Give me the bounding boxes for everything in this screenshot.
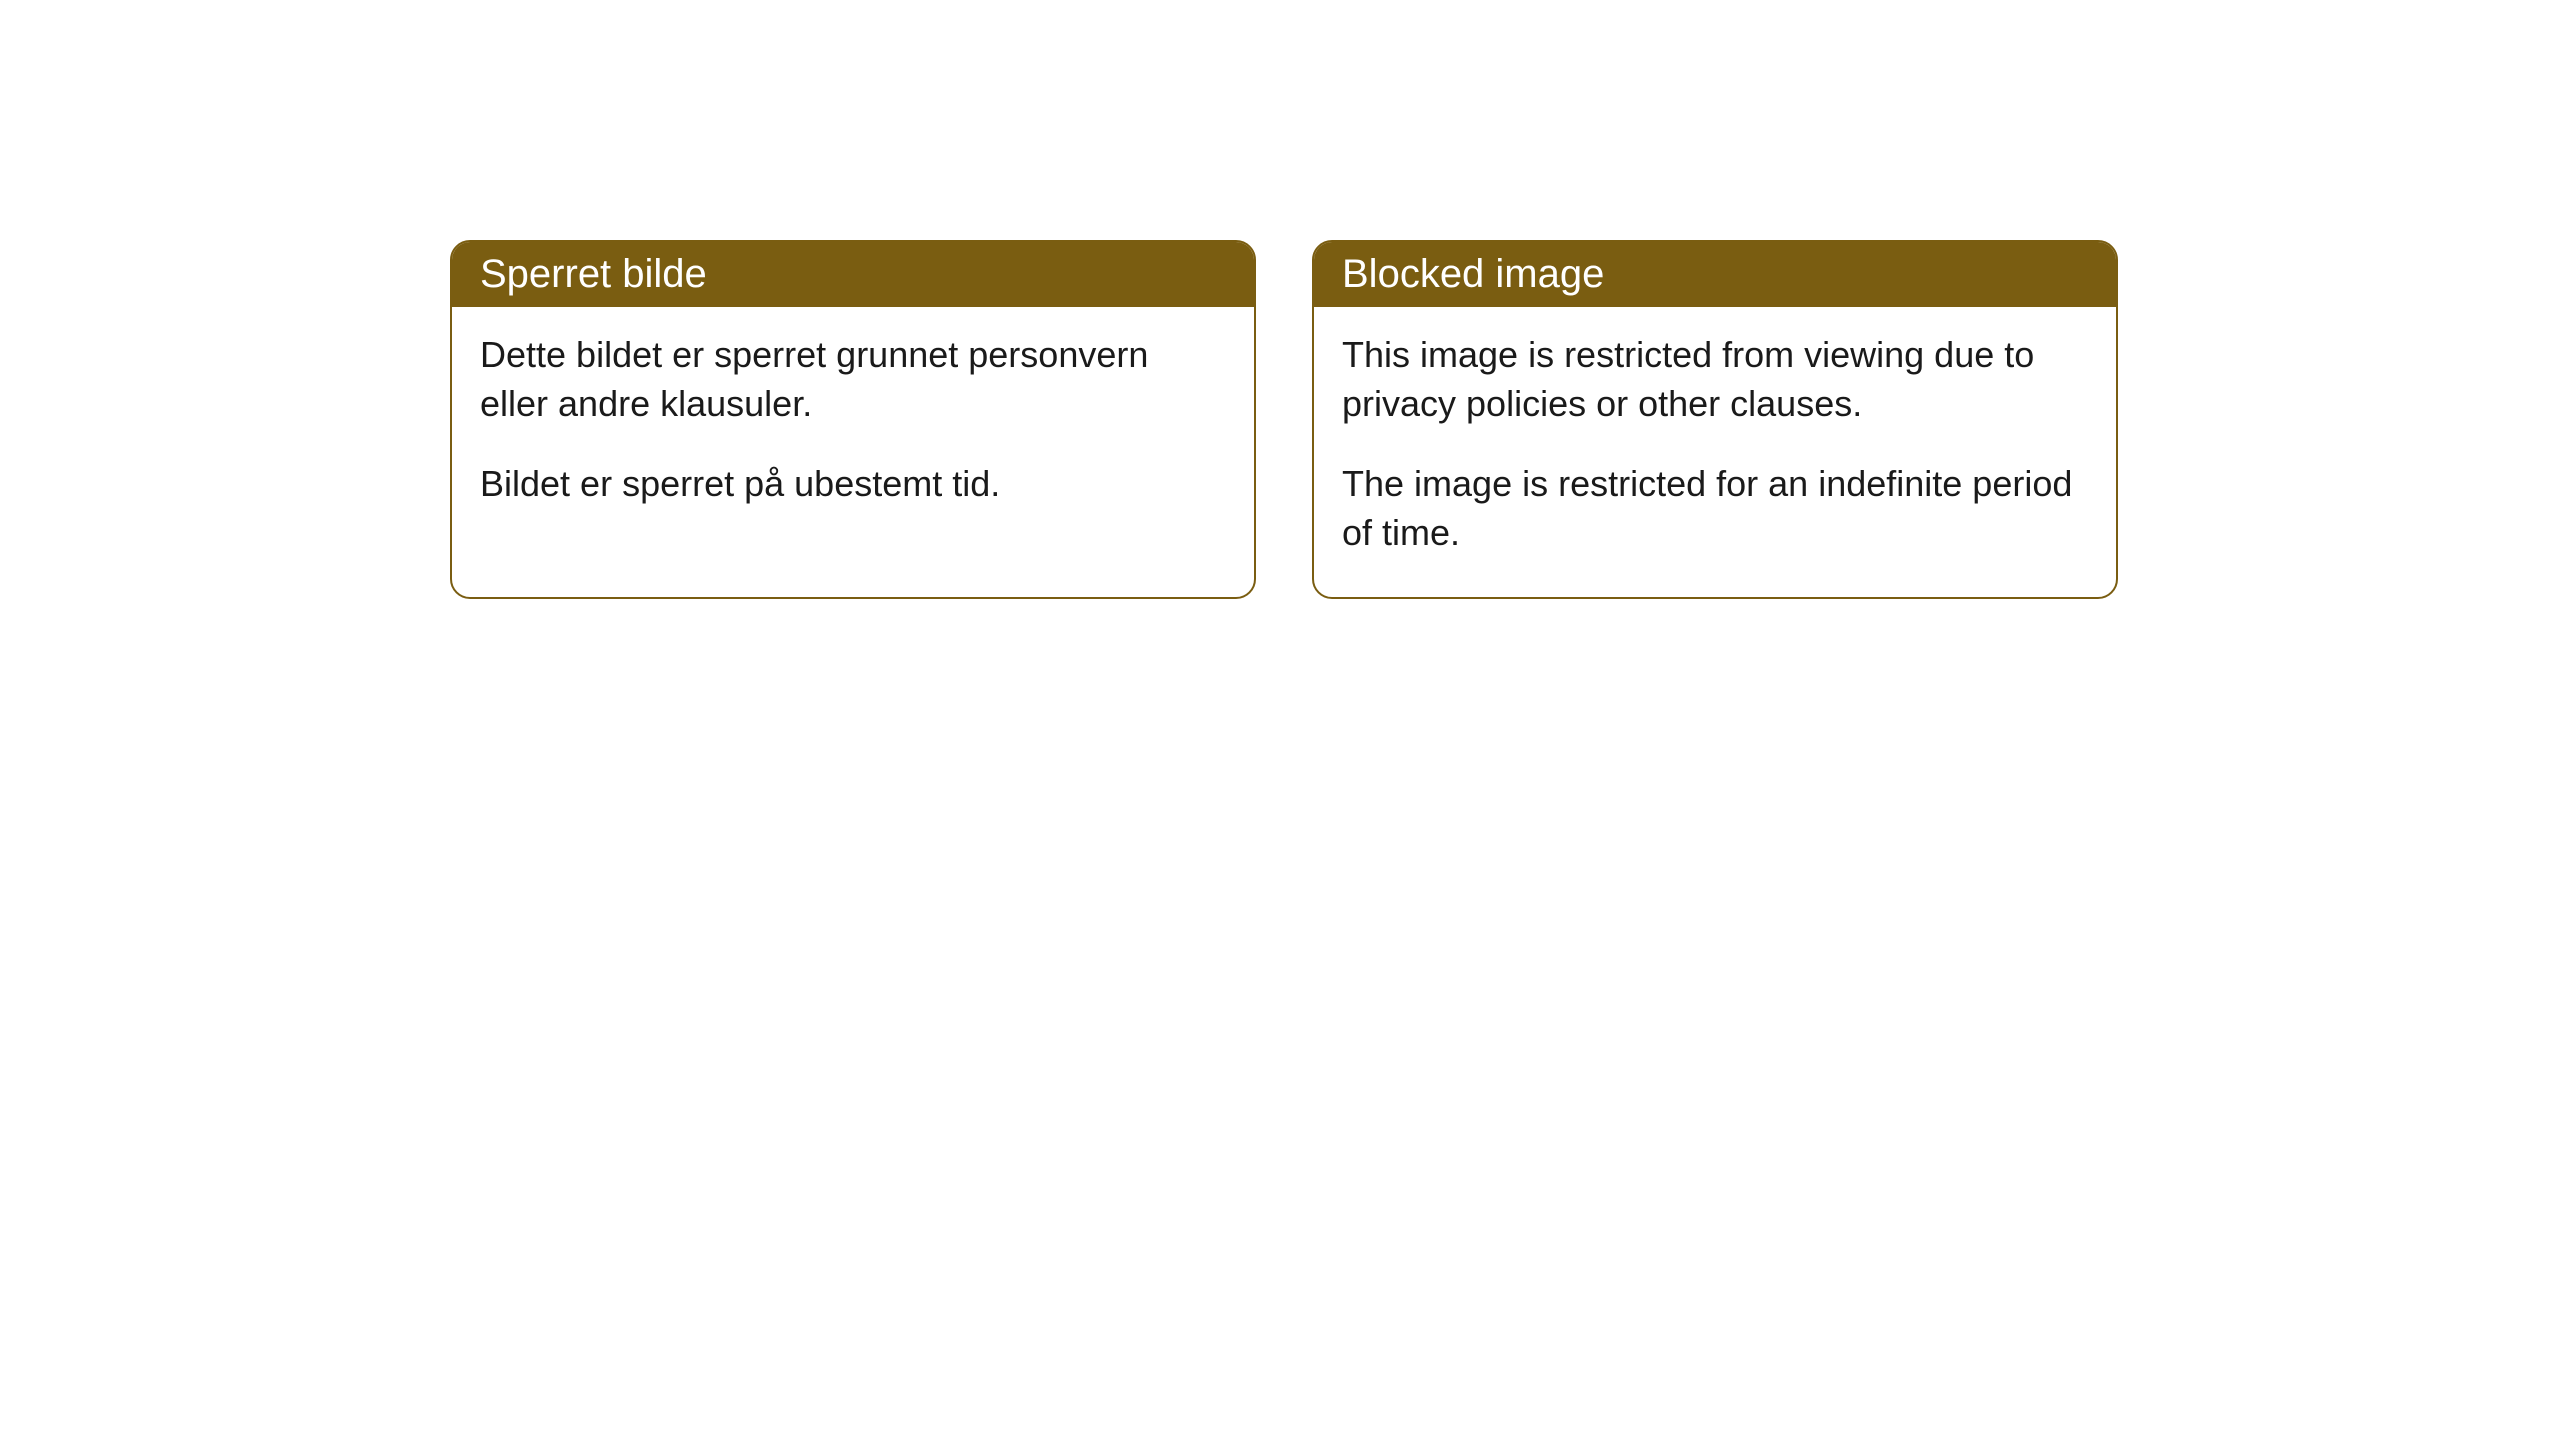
- card-paragraph2-english: The image is restricted for an indefinit…: [1342, 460, 2088, 557]
- card-body-norwegian: Dette bildet er sperret grunnet personve…: [452, 307, 1254, 549]
- card-title-english: Blocked image: [1342, 252, 1604, 296]
- card-english: Blocked image This image is restricted f…: [1312, 240, 2118, 599]
- card-title-norwegian: Sperret bilde: [480, 252, 707, 296]
- card-norwegian: Sperret bilde Dette bildet er sperret gr…: [450, 240, 1256, 599]
- cards-container: Sperret bilde Dette bildet er sperret gr…: [450, 240, 2118, 599]
- card-header-english: Blocked image: [1314, 242, 2116, 307]
- card-paragraph2-norwegian: Bildet er sperret på ubestemt tid.: [480, 460, 1226, 509]
- card-body-english: This image is restricted from viewing du…: [1314, 307, 2116, 597]
- card-paragraph1-english: This image is restricted from viewing du…: [1342, 331, 2088, 428]
- card-paragraph1-norwegian: Dette bildet er sperret grunnet personve…: [480, 331, 1226, 428]
- card-header-norwegian: Sperret bilde: [452, 242, 1254, 307]
